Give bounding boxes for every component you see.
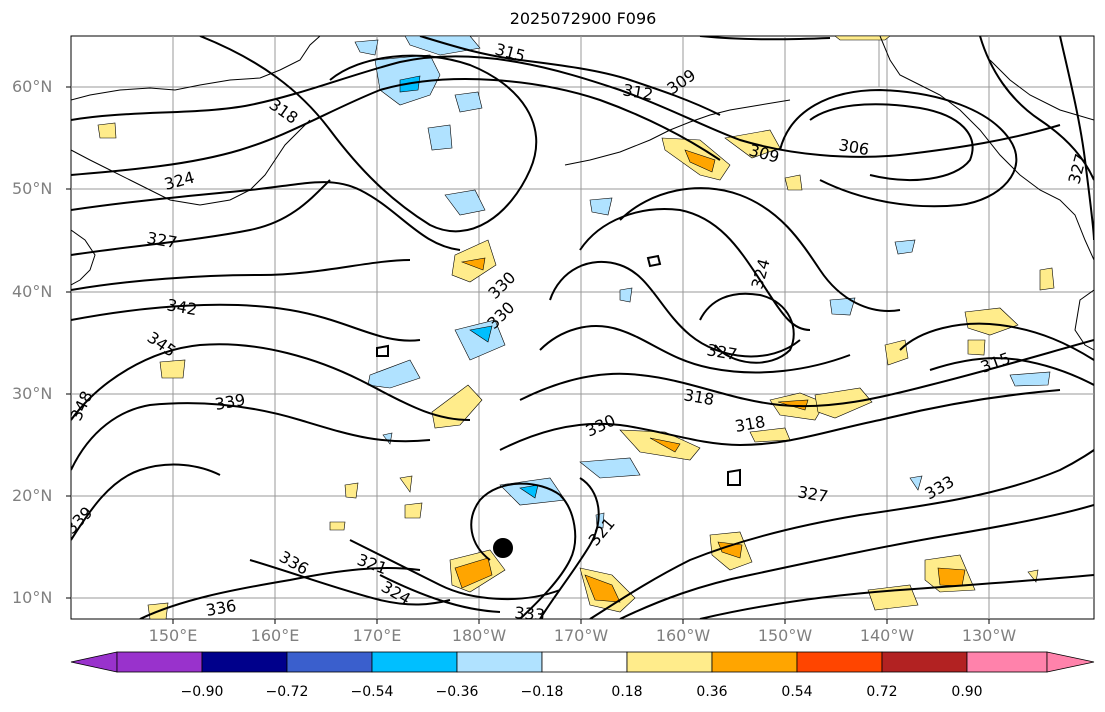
colorbar: [70, 651, 1095, 673]
colorbar-label: −0.72: [265, 684, 309, 700]
colorbar-label: 0.18: [611, 684, 643, 700]
colorbar-extend-low: [70, 651, 118, 673]
lat-label: 30°N: [12, 384, 53, 403]
axis-ticks: [66, 86, 990, 624]
lon-label: 130°W: [961, 626, 1017, 645]
lat-label: 20°N: [12, 486, 53, 505]
colorbar-label: −0.54: [350, 684, 394, 700]
small-contours: [376, 254, 741, 558]
lon-label: 150°E: [148, 626, 198, 645]
lon-label: 160°E: [250, 626, 300, 645]
colorbar-label: 0.36: [696, 684, 728, 700]
colorbar-label: −0.36: [435, 684, 479, 700]
colorbar-extend-high: [1046, 651, 1095, 673]
negative-shading: [354, 36, 1051, 529]
lon-label: 160°W: [655, 626, 711, 645]
colorbar-label: −0.18: [520, 684, 564, 700]
positive-shading: [97, 36, 1055, 619]
lon-label: 170°E: [352, 626, 402, 645]
contour-label: 336: [204, 596, 237, 620]
colorbar-label: 0.90: [951, 684, 983, 700]
colorbar-label: 0.54: [781, 684, 813, 700]
lat-label: 60°N: [12, 77, 53, 96]
lon-label: 180°W: [451, 626, 507, 645]
lon-label: 150°W: [757, 626, 813, 645]
map-title: 2025072900 F096: [509, 9, 657, 28]
lon-label: 170°W: [553, 626, 609, 645]
colorbar-label: −0.90: [180, 684, 224, 700]
lat-label: 50°N: [12, 179, 53, 198]
contour-lines: [71, 36, 1094, 619]
lat-label: 40°N: [12, 282, 53, 301]
colorbar-label: 0.72: [866, 684, 898, 700]
lat-label: 10°N: [12, 588, 53, 607]
lon-label: 140°W: [859, 626, 915, 645]
contour-label: 333: [514, 603, 546, 625]
